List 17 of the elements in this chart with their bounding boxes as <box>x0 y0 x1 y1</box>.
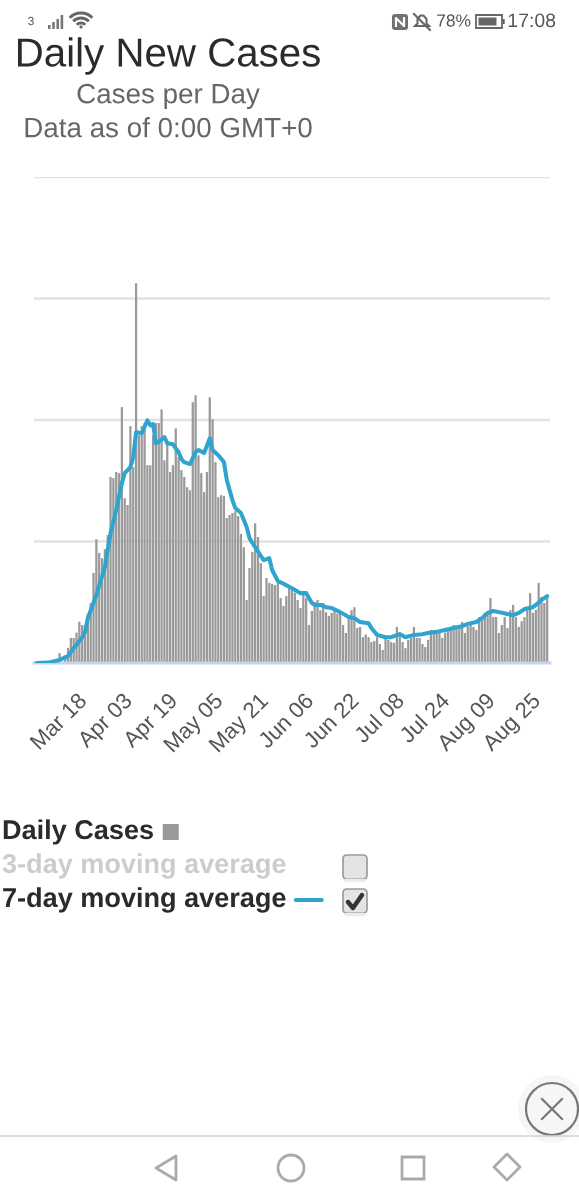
bar <box>438 633 441 663</box>
legend-label: 7-day moving average <box>3 887 286 913</box>
chart-subtitle: Cases per Day Data as of 0:00 GMT+0 <box>25 83 312 138</box>
bar <box>353 607 356 663</box>
bar <box>435 633 438 663</box>
bar <box>160 409 163 663</box>
bar <box>384 637 387 663</box>
legend-label: Daily Cases <box>3 819 153 845</box>
bar <box>265 577 268 663</box>
bar <box>129 426 132 663</box>
bar <box>350 610 353 663</box>
bar <box>489 598 492 663</box>
chart-title: Daily New Cases <box>17 37 320 75</box>
text: 3 <box>28 16 34 26</box>
text: 78% <box>437 14 471 27</box>
bar <box>194 395 197 663</box>
text: 17:08 <box>508 13 556 28</box>
